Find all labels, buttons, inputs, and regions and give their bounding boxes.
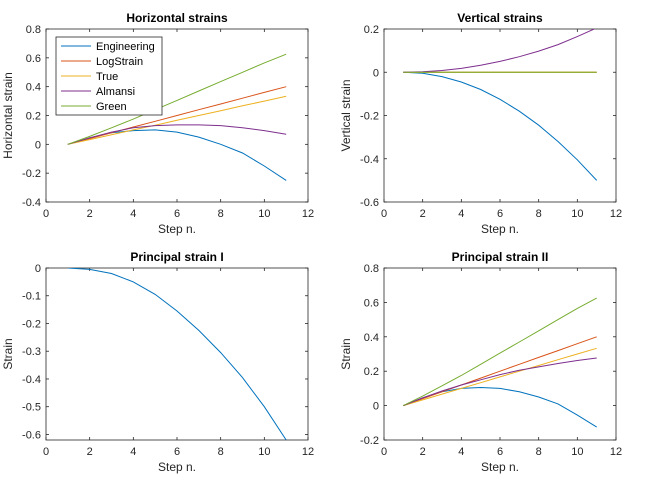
series-line-1 xyxy=(403,71,598,181)
chart-title: Principal strain I xyxy=(130,250,223,264)
y-tick-label: -0.6 xyxy=(360,197,379,209)
x-tick-label: 2 xyxy=(420,208,426,220)
x-tick-label: 2 xyxy=(87,208,93,220)
x-tick-label: 6 xyxy=(174,208,180,220)
y-tick-label: 0.2 xyxy=(26,111,41,123)
x-tick-label: 0 xyxy=(43,446,49,458)
y-tick-label: -0.5 xyxy=(22,402,41,414)
x-tick-label: 8 xyxy=(536,446,542,458)
x-tick-label: 8 xyxy=(218,208,224,220)
x-tick-label: 6 xyxy=(174,446,180,458)
x-tick-label: 10 xyxy=(258,208,270,220)
series-line-4 xyxy=(403,29,596,73)
subplot-2: Vertical strains 0 2 4 6 8 10 12 -0.6 -0.4 -0.2 0 0.… xyxy=(339,11,622,236)
x-tick-label: 0 xyxy=(381,208,387,220)
y-tick-label: 0 xyxy=(373,67,379,79)
x-tick-label: 12 xyxy=(302,446,314,458)
y-axis-label: Horizontal strain xyxy=(1,72,15,159)
y-tick-label: 0.4 xyxy=(364,332,379,344)
y-tick-label: 0.2 xyxy=(364,24,379,36)
y-tick-label: -0.6 xyxy=(22,429,41,441)
series-line-4 xyxy=(403,357,597,407)
y-tick-label: -0.3 xyxy=(22,346,41,358)
y-tick-label: 0 xyxy=(373,401,379,413)
chart-title: Principal strain II xyxy=(452,250,549,264)
y-tick-label: -0.2 xyxy=(360,111,379,123)
legend-entry: True xyxy=(96,71,118,83)
y-tick-label: -0.2 xyxy=(360,435,379,447)
series-line-almansi xyxy=(67,124,287,145)
series-line-3 xyxy=(403,347,597,407)
y-tick-label: 0.8 xyxy=(26,24,41,36)
y-tick-label: 0.8 xyxy=(364,263,379,275)
subplot-1: Horizontal strains 0 2 4 6 8 10 12 -0.4 -0.2 0 0.2 0… xyxy=(1,11,314,236)
x-tick-label: 10 xyxy=(258,446,270,458)
subplot-3: Principal strain I 0 2 4 6 8 10 12 -0.6 -0.5 -0.4 -… xyxy=(1,250,314,474)
y-axis-label: Strain xyxy=(1,338,15,369)
y-axis-label: Vertical strain xyxy=(339,79,353,151)
x-axis-label: Step n. xyxy=(158,222,196,236)
x-tick-label: 10 xyxy=(571,446,583,458)
y-tick-label: 0 xyxy=(35,263,41,275)
x-tick-label: 4 xyxy=(130,208,136,220)
legend-entry: Engineering xyxy=(96,41,155,53)
x-tick-label: 2 xyxy=(420,446,426,458)
subplot-4: Principal strain II0 2 4 6 8 10 12-0.200.20.40… xyxy=(339,250,622,474)
series-line-5 xyxy=(403,297,597,407)
y-tick-label: 0.2 xyxy=(364,366,379,378)
y-tick-label: -0.4 xyxy=(360,154,379,166)
plot-area xyxy=(45,267,309,441)
x-axis-label: Step n. xyxy=(481,222,519,236)
legend: Engineering LogStrain True Almansi Green xyxy=(55,36,163,116)
series-line-2 xyxy=(403,336,597,407)
x-tick-label: 4 xyxy=(458,208,464,220)
x-tick-label: 6 xyxy=(497,208,503,220)
y-tick-label: -0.4 xyxy=(22,374,41,386)
x-tick-label: 2 xyxy=(87,446,93,458)
series-line-true xyxy=(67,95,287,145)
y-tick-label: -0.1 xyxy=(22,291,41,303)
series-line-1 xyxy=(67,268,287,440)
series-line-logstrain xyxy=(67,86,287,145)
plot-area xyxy=(383,28,617,203)
x-axis-label: Step n. xyxy=(481,460,519,474)
x-tick-label: 12 xyxy=(610,208,622,220)
x-tick-label: 4 xyxy=(130,446,136,458)
y-tick-label: -0.4 xyxy=(22,197,41,209)
x-tick-label: 6 xyxy=(497,446,503,458)
legend-entry: Green xyxy=(96,101,127,113)
y-axis-label: Strain xyxy=(339,338,353,369)
legend-entry: Almansi xyxy=(96,86,135,98)
x-tick-label: 0 xyxy=(381,446,387,458)
chart-title: Vertical strains xyxy=(457,11,543,25)
legend-entry: LogStrain xyxy=(96,56,143,68)
x-tick-label: 12 xyxy=(610,446,622,458)
plot-area xyxy=(383,267,617,441)
x-tick-label: 12 xyxy=(302,208,314,220)
y-tick-label: -0.2 xyxy=(22,318,41,330)
x-tick-label: 10 xyxy=(571,208,583,220)
y-tick-label: -0.2 xyxy=(22,168,41,180)
y-tick-label: 0.4 xyxy=(26,82,41,94)
x-tick-label: 8 xyxy=(536,208,542,220)
y-tick-label: 0 xyxy=(35,139,41,151)
x-tick-label: 8 xyxy=(218,446,224,458)
x-tick-label: 0 xyxy=(43,208,49,220)
series-line-green xyxy=(67,53,287,145)
y-tick-label: 0.6 xyxy=(26,53,41,65)
y-tick-label: 0.6 xyxy=(364,297,379,309)
chart-title: Horizontal strains xyxy=(126,11,228,25)
x-tick-label: 4 xyxy=(458,446,464,458)
x-axis-label: Step n. xyxy=(158,460,196,474)
